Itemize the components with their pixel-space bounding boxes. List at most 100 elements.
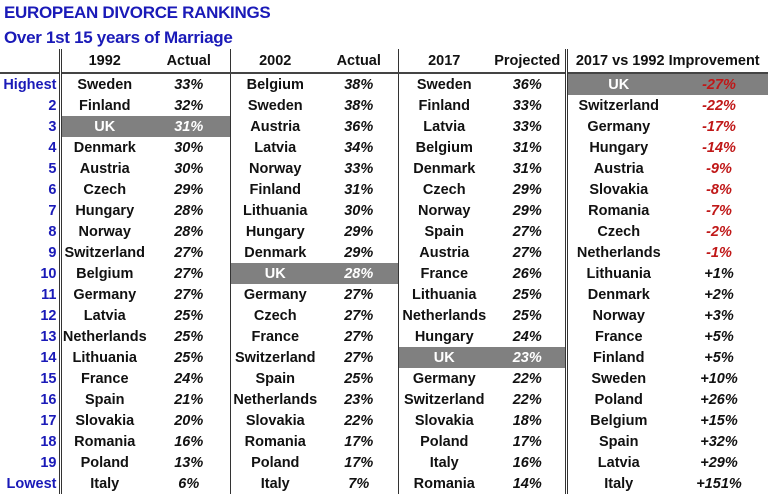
value-2017: 23% [490,347,566,368]
value-2002: 38% [344,97,374,114]
header-2002-actual: Actual [320,49,398,74]
value-2017: 14% [512,475,542,492]
header-1992: 1992 [58,49,148,74]
country-2017: Sweden [397,73,490,95]
country-2002: Poland [229,452,320,473]
value-2002: 25% [344,370,374,387]
country-1992: France [58,368,148,389]
value-2017: 36% [512,76,542,93]
table-row: 17 Slovakia 20% Slovakia 22% Slovakia 18% Belgi… [0,410,768,431]
value-improvement: +5% [704,349,734,366]
value-improvement: -2% [706,223,732,240]
value-2017: 22% [512,370,542,387]
country-1992: Austria [58,158,148,179]
table-row: Lowest Italy 6% Italy 7% Romania 14% Italy +151% [0,473,768,494]
country-improvement: Belgium [564,410,670,431]
value-improvement: +10% [700,370,738,387]
value-2002: 17% [344,433,374,450]
value-2017: 33% [512,118,542,135]
country-2017: Romania [397,473,490,494]
country-2002: France [229,326,320,347]
country-improvement: Switzerland [564,95,670,116]
rank-label: 16 [40,391,57,408]
country-1992: UK [58,116,148,137]
country-improvement: Lithuania [564,263,670,284]
table-row: 14 Lithuania 25% Switzerland 27% UK 23% Finland… [0,347,768,368]
table-row: 6 Czech 29% Finland 31% Czech 29% Slovakia -8% [0,179,768,200]
value-2002: 27% [344,286,374,303]
value-2017: 26% [512,265,542,282]
country-improvement: Sweden [564,368,670,389]
value-2017: 17% [512,433,542,450]
country-improvement: Poland [564,389,670,410]
value-2017: 29% [512,202,542,219]
value-improvement: -14% [702,139,736,156]
page-subtitle: Over 1st 15 years of Marriage [4,28,233,47]
rank-label: 5 [48,160,57,177]
value-improvement: -17% [702,118,736,135]
country-2017: Netherlands [397,305,490,326]
value-2017: 27% [512,223,542,240]
value-2017: 29% [512,181,542,198]
value-improvement: +5% [704,328,734,345]
table-row: 10 Belgium 27% UK 28% France 26% Lithuania +1% [0,263,768,284]
value-1992: 33% [174,76,204,93]
table-row: 4 Denmark 30% Latvia 34% Belgium 31% Hungary -14… [0,137,768,158]
country-improvement: Romania [564,200,670,221]
value-1992: 24% [174,370,204,387]
value-1992: 25% [174,328,204,345]
country-1992: Spain [58,389,148,410]
value-improvement: -27% [670,73,768,95]
value-1992: 27% [174,265,204,282]
country-2002: Switzerland [229,347,320,368]
country-1992: Lithuania [58,347,148,368]
value-2017: 22% [512,391,542,408]
value-2017: 16% [512,454,542,471]
table-row: 15 France 24% Spain 25% Germany 22% Sweden +10% [0,368,768,389]
country-2002: UK [229,263,320,284]
header-2002: 2002 [229,49,320,74]
value-1992: 28% [174,223,204,240]
table-row: 12 Latvia 25% Czech 27% Netherlands 25% Norway +… [0,305,768,326]
header-1992-actual: Actual [148,49,230,74]
table-row: 9 Switzerland 27% Denmark 29% Austria 27% Nethe… [0,242,768,263]
header-rank [0,49,60,74]
country-improvement: Italy [564,473,670,494]
country-2017: Denmark [397,158,490,179]
value-1992: 31% [148,116,230,137]
value-2002: 30% [344,202,374,219]
header-2017-projected: Projected [490,49,566,74]
rank-label: 6 [48,181,57,198]
rank-label: 15 [40,370,57,387]
country-1992: Denmark [58,137,148,158]
country-2017: Poland [397,431,490,452]
value-1992: 27% [174,286,204,303]
table-row: Highest Sweden 33% Belgium 38% Sweden 36% UK -27… [0,73,768,95]
country-improvement: Czech [564,221,670,242]
value-2002: 29% [344,244,374,261]
country-2002: Slovakia [229,410,320,431]
country-2017: Finland [397,95,490,116]
country-1992: Norway [58,221,148,242]
rank-label: 8 [48,223,57,240]
country-improvement: Spain [564,431,670,452]
country-2002: Latvia [229,137,320,158]
value-2017: 33% [512,97,542,114]
value-2002: 28% [320,263,398,284]
value-1992: 25% [174,349,204,366]
value-2002: 23% [344,391,374,408]
rank-label: 10 [40,265,57,282]
value-1992: 13% [174,454,204,471]
rank-label: 18 [40,433,57,450]
country-2017: Slovakia [397,410,490,431]
country-2002: Italy [229,473,320,494]
value-1992: 21% [174,391,204,408]
table-row: 11 Germany 27% Germany 27% Lithuania 25% Denmar… [0,284,768,305]
country-2017: Latvia [397,116,490,137]
value-2002: 36% [344,118,374,135]
value-2002: 33% [344,160,374,177]
header-row: 1992 Actual 2002 Actual 2017 Projected 2… [0,49,768,74]
value-2017: 27% [512,244,542,261]
value-2002: 29% [344,223,374,240]
country-2017: Norway [397,200,490,221]
